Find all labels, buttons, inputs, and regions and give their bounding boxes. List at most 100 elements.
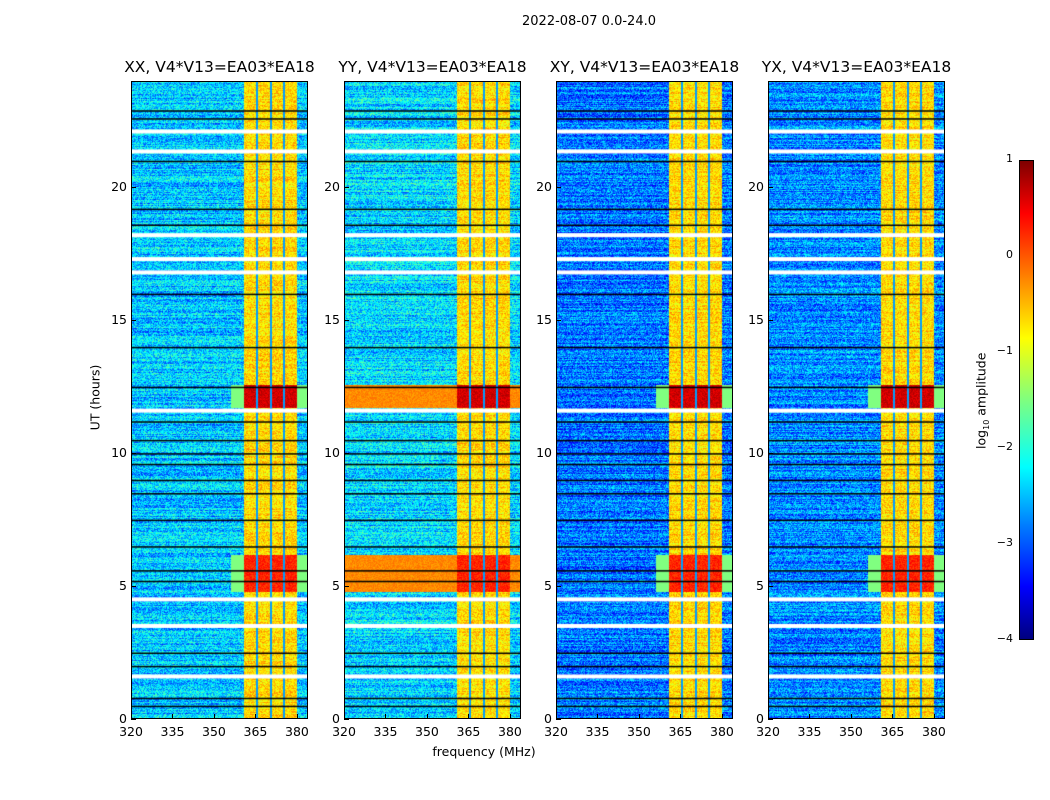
y-tick-label: 10 (111, 445, 127, 461)
y-tick-mark (131, 187, 136, 189)
y-tick-label: 20 (111, 179, 127, 195)
y-tick-mark (344, 586, 349, 588)
y-tick-mark (556, 320, 561, 322)
panel-title: YY, V4*V13=EA03*EA18 (338, 58, 527, 76)
x-tick-label: 320 (332, 724, 356, 739)
x-tick-mark (892, 714, 894, 719)
y-tick-mark (344, 719, 349, 720)
y-tick-mark (556, 719, 561, 720)
x-tick-mark (296, 714, 298, 719)
x-tick-mark (933, 714, 935, 719)
y-tick-mark (131, 453, 136, 455)
y-tick-mark (556, 586, 561, 588)
x-tick-mark (638, 714, 640, 719)
y-tick-mark (344, 453, 349, 455)
panel-xy: XY, V4*V13=EA03*EA18 (550, 58, 739, 719)
y-tick-label: 0 (544, 711, 552, 726)
y-tick-label: 5 (544, 578, 552, 594)
y-tick-label: 15 (324, 312, 340, 328)
y-tick-label: 20 (748, 179, 764, 195)
x-tick-label: 350 (202, 724, 226, 739)
y-tick-label: 20 (324, 179, 340, 195)
x-tick-mark (597, 714, 599, 719)
x-tick-mark (850, 714, 852, 719)
x-tick-mark (172, 714, 174, 719)
y-axis-label: UT (hours) (87, 364, 103, 431)
y-tick-mark (344, 187, 349, 189)
x-tick-mark (809, 714, 811, 719)
colorbar-tick: −2 (996, 440, 1013, 453)
y-tick-label: 5 (332, 578, 340, 594)
colorbar-tick: 0 (1006, 248, 1013, 261)
y-tick-label: 5 (756, 578, 764, 594)
y-tick-mark (768, 320, 773, 322)
y-tick-mark (131, 719, 136, 720)
x-tick-mark (509, 714, 511, 719)
panel-xx: XX, V4*V13=EA03*EA18 (124, 58, 315, 719)
x-tick-label: 335 (160, 724, 185, 739)
colorbar-tick: −4 (996, 632, 1013, 645)
y-tick-mark (768, 187, 773, 189)
colorbar-tick: −3 (996, 536, 1013, 549)
colorbar (1019, 160, 1034, 640)
x-tick-label: 320 (756, 724, 780, 739)
x-tick-mark (468, 714, 470, 719)
x-tick-mark (721, 714, 723, 719)
x-tick-mark (768, 714, 769, 719)
y-tick-label: 5 (119, 578, 127, 594)
panel-title: XY, V4*V13=EA03*EA18 (549, 58, 740, 76)
y-tick-label: 10 (324, 445, 340, 461)
x-tick-mark (426, 714, 428, 719)
panel-title: XX, V4*V13=EA03*EA18 (124, 58, 315, 76)
heatmap-yy (344, 81, 521, 719)
x-tick-mark (556, 714, 557, 719)
x-tick-label: 335 (797, 724, 822, 739)
x-tick-label: 335 (585, 724, 610, 739)
x-tick-mark (131, 714, 132, 719)
x-tick-label: 350 (415, 724, 439, 739)
x-tick-label: 365 (668, 724, 693, 739)
x-tick-label: 380 (285, 724, 309, 739)
x-tick-label: 380 (922, 724, 946, 739)
y-tick-label: 20 (536, 179, 552, 195)
x-tick-mark (680, 714, 682, 719)
figure-title: 2022-08-07 0.0-24.0 (522, 14, 656, 29)
y-tick-label: 0 (119, 711, 127, 726)
x-axis-label: frequency (MHz) (432, 744, 536, 759)
y-tick-mark (556, 453, 561, 455)
x-tick-mark (385, 714, 387, 719)
y-tick-mark (768, 586, 773, 588)
x-tick-label: 365 (880, 724, 905, 739)
colorbar-tick: 1 (1006, 152, 1013, 165)
x-tick-label: 380 (710, 724, 734, 739)
x-tick-label: 365 (456, 724, 481, 739)
heatmap-xy (556, 81, 733, 719)
panel-yy: YY, V4*V13=EA03*EA18 (338, 58, 527, 719)
x-tick-label: 320 (544, 724, 568, 739)
colorbar-label: log10 amplitude (973, 352, 991, 449)
heatmap-xx (131, 81, 308, 719)
y-tick-label: 10 (536, 445, 552, 461)
y-tick-label: 15 (536, 312, 552, 328)
y-tick-label: 15 (111, 312, 127, 328)
x-tick-mark (213, 714, 215, 719)
x-tick-label: 350 (627, 724, 651, 739)
x-tick-label: 335 (373, 724, 398, 739)
y-tick-label: 15 (748, 312, 764, 328)
y-tick-label: 10 (748, 445, 764, 461)
x-tick-label: 365 (243, 724, 268, 739)
x-tick-mark (344, 714, 345, 719)
y-tick-mark (556, 187, 561, 189)
y-tick-mark (768, 719, 773, 720)
x-tick-label: 380 (498, 724, 522, 739)
heatmap-yx (768, 81, 945, 719)
x-tick-label: 350 (839, 724, 863, 739)
x-tick-label: 320 (119, 724, 143, 739)
panel-yx: YX, V4*V13=EA03*EA18 (762, 58, 951, 719)
x-tick-mark (255, 714, 257, 719)
y-tick-label: 0 (756, 711, 764, 726)
y-tick-mark (131, 586, 136, 588)
y-tick-mark (768, 453, 773, 455)
y-tick-mark (344, 320, 349, 322)
